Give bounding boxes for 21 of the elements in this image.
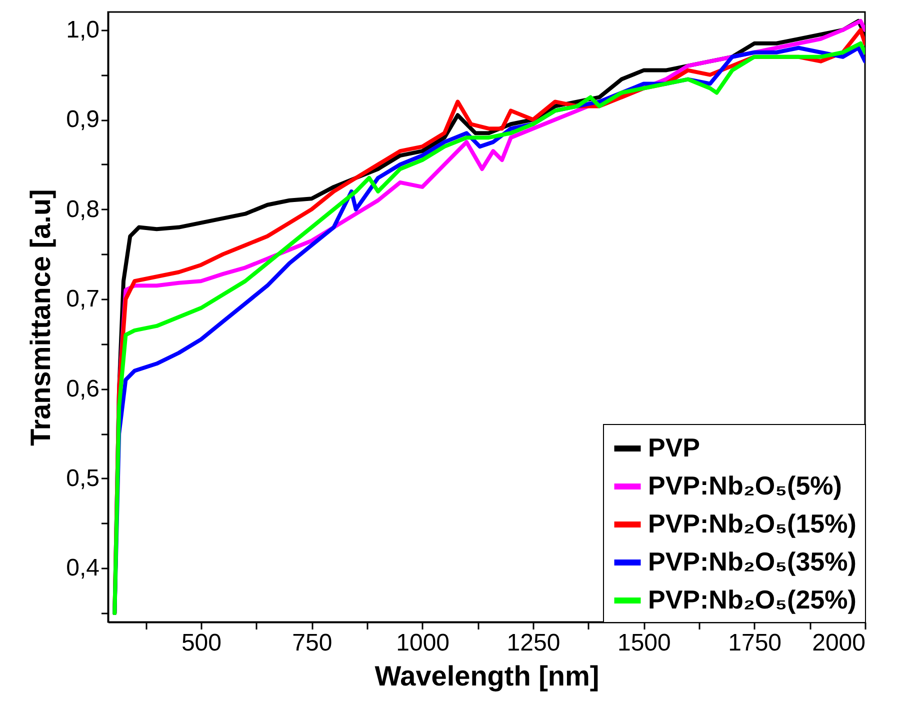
y-axis-title: Transmittance [a.u]: [25, 189, 56, 446]
y-tick-label: 0,7: [66, 286, 100, 313]
y-tick-label: 0,8: [66, 196, 100, 223]
x-tick-label: 1750: [728, 630, 782, 656]
y-tick-label: 0,6: [66, 375, 100, 402]
y-tick-label: 1,0: [66, 16, 100, 44]
x-tick-label: 2000: [812, 630, 866, 656]
y-tick-label: 0,4: [66, 554, 100, 582]
x-tick-label: 1250: [506, 630, 560, 656]
x-tick-label: 1500: [617, 630, 671, 656]
x-tick-label: 750: [292, 630, 332, 656]
x-tick-label: 500: [181, 630, 222, 656]
legend-label: PVP:Nb₂O₅(35%): [648, 546, 856, 576]
y-tick-label: 0,5: [66, 464, 100, 492]
legend-label: PVP:Nb₂O₅(15%): [648, 508, 856, 538]
x-tick-label: 1000: [396, 630, 450, 656]
legend-label: PVP: [648, 432, 700, 462]
y-tick-label: 0,9: [66, 106, 100, 134]
legend-label: PVP:Nb₂O₅(25%): [648, 584, 856, 614]
legend-label: PVP:Nb₂O₅(5%): [648, 470, 842, 500]
x-axis-title: Wavelength [nm]: [374, 660, 600, 692]
